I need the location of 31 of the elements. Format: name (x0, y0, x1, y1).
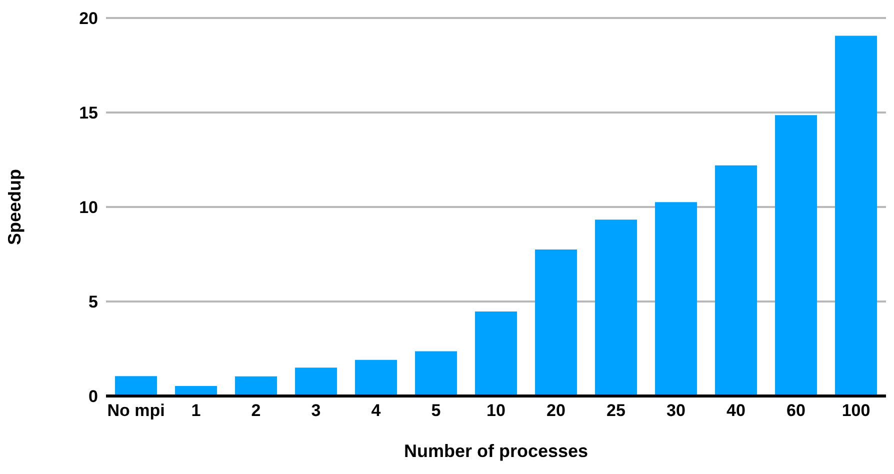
bar (775, 115, 817, 396)
y-tick-label: 0 (88, 387, 98, 406)
x-tick-label: 100 (842, 401, 870, 420)
x-tick-label: No mpi (107, 401, 165, 420)
y-tick-label: 5 (88, 292, 98, 312)
bar (115, 376, 157, 396)
x-tick-label: 10 (486, 401, 506, 420)
bar (715, 165, 757, 396)
bar (595, 220, 637, 396)
y-tick-label: 10 (79, 198, 98, 218)
bar (235, 376, 277, 396)
bar (535, 250, 577, 396)
bar (415, 351, 457, 396)
bar (835, 36, 877, 396)
x-tick-label: 3 (311, 401, 321, 420)
x-tick-label: 1 (191, 401, 201, 420)
x-tick-label: 20 (546, 401, 566, 420)
bar (475, 312, 517, 396)
x-tick-label: 60 (786, 401, 806, 420)
bar (295, 368, 337, 396)
x-tick-label: 2 (251, 401, 261, 420)
y-tick-label: 15 (79, 104, 98, 123)
x-tick-label: 40 (726, 401, 746, 420)
x-tick-label: 5 (431, 401, 441, 420)
bar (655, 202, 697, 396)
x-tick-label: 25 (606, 401, 626, 420)
x-tick-label: 4 (371, 401, 382, 420)
y-tick-label: 20 (79, 9, 98, 28)
bar (355, 360, 397, 396)
x-tick-label: 30 (666, 401, 686, 420)
x-axis-title: Number of processes (404, 440, 588, 461)
